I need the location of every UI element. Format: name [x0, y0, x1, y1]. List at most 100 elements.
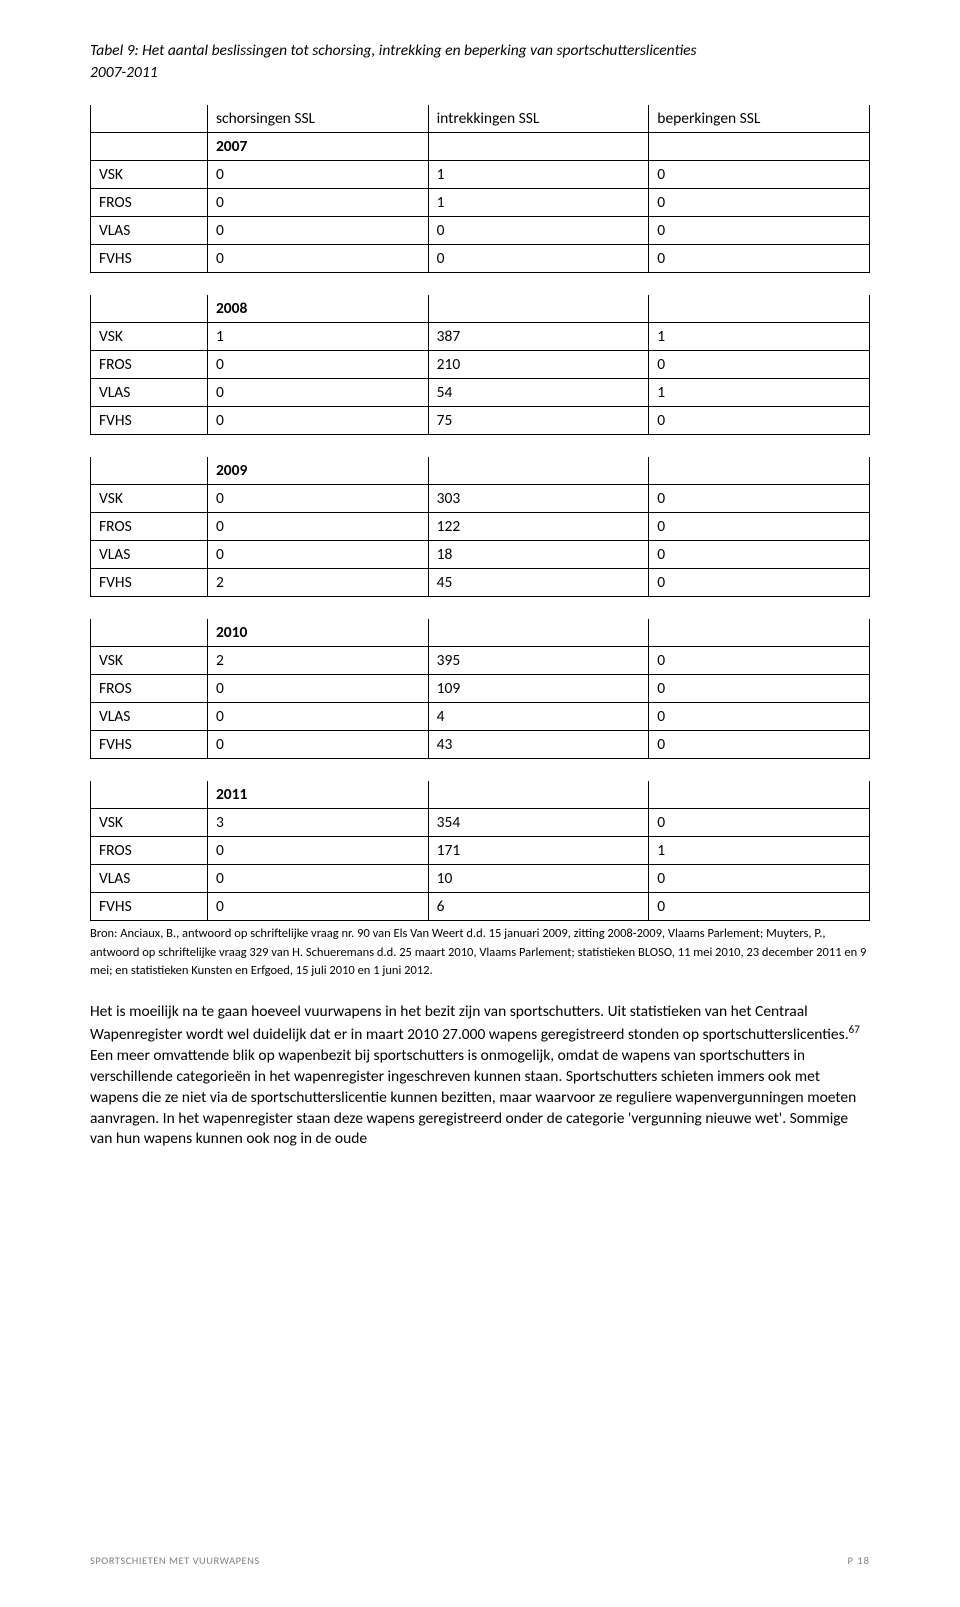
table-row: FVHS060 [91, 893, 870, 921]
cell-value: 0 [649, 407, 870, 435]
cell-value: 0 [428, 217, 649, 245]
cell-value: 0 [649, 217, 870, 245]
row-label: VSK [91, 809, 208, 837]
cell-value: 0 [207, 379, 428, 407]
cell-value: 0 [207, 217, 428, 245]
table-body: 2007VSK010FROS010VLAS000FVHS0002008VSK13… [91, 133, 870, 921]
para-before-sup: Het is moeilijk na te gaan hoeveel vuurw… [90, 1002, 849, 1044]
row-label: FVHS [91, 245, 208, 273]
cell-value: 0 [649, 893, 870, 921]
table-row: VSK03030 [91, 485, 870, 513]
cell-value: 45 [428, 569, 649, 597]
year-row: 2009 [91, 457, 870, 485]
table-row: FROS01711 [91, 837, 870, 865]
cell-value: 171 [428, 837, 649, 865]
cell-value: 10 [428, 865, 649, 893]
cell-value: 0 [207, 541, 428, 569]
cell-value: 0 [649, 569, 870, 597]
year-row: 2011 [91, 781, 870, 809]
cell-value: 122 [428, 513, 649, 541]
table-caption: Tabel 9: Het aantal beslissingen tot sch… [90, 40, 870, 83]
table-row: VLAS0541 [91, 379, 870, 407]
table-row: FVHS0430 [91, 731, 870, 759]
row-label: FVHS [91, 569, 208, 597]
table-row: VSK010 [91, 161, 870, 189]
cell-value: 0 [207, 865, 428, 893]
cell-value: 0 [649, 703, 870, 731]
header-cell-intrekkingen: intrekkingen SSL [428, 105, 649, 133]
header-cell-blank [91, 105, 208, 133]
cell-value: 0 [649, 809, 870, 837]
cell-value: 2 [207, 569, 428, 597]
row-label: VSK [91, 485, 208, 513]
row-label: FROS [91, 513, 208, 541]
spacer-cell [91, 759, 870, 782]
table-row: VSK33540 [91, 809, 870, 837]
cell-value: 0 [649, 675, 870, 703]
cell-value: 0 [207, 189, 428, 217]
header-cell-schorsingen: schorsingen SSL [207, 105, 428, 133]
spacer-row [91, 273, 870, 296]
row-label: VLAS [91, 217, 208, 245]
row-label: VLAS [91, 703, 208, 731]
cell-value: 0 [207, 245, 428, 273]
cell-value: 0 [207, 513, 428, 541]
year-row: 2010 [91, 619, 870, 647]
year-label: 2008 [207, 295, 428, 323]
table-row: VLAS0180 [91, 541, 870, 569]
table-row: FROS02100 [91, 351, 870, 379]
row-label: FROS [91, 351, 208, 379]
spacer-cell [91, 273, 870, 296]
cell-value: 0 [649, 245, 870, 273]
table-row: VLAS0100 [91, 865, 870, 893]
row-label: FVHS [91, 407, 208, 435]
cell-value: 1 [649, 837, 870, 865]
source-note: Bron: Anciaux, B., antwoord op schriftel… [90, 925, 870, 979]
year-row-blank [649, 619, 870, 647]
cell-value: 210 [428, 351, 649, 379]
cell-value: 109 [428, 675, 649, 703]
table-row: FROS01090 [91, 675, 870, 703]
year-label: 2009 [207, 457, 428, 485]
document-page: Tabel 9: Het aantal beslissingen tot sch… [0, 0, 960, 1607]
table-row: FROS01220 [91, 513, 870, 541]
row-label: FROS [91, 837, 208, 865]
spacer-row [91, 435, 870, 458]
cell-value: 1 [428, 189, 649, 217]
year-row-blank [649, 781, 870, 809]
table-caption-line2: 2007-2011 [90, 63, 158, 82]
year-row-blank [91, 133, 208, 161]
table-row: FROS010 [91, 189, 870, 217]
year-row-blank [428, 133, 649, 161]
row-label: FROS [91, 675, 208, 703]
cell-value: 0 [207, 407, 428, 435]
cell-value: 354 [428, 809, 649, 837]
table-row: FVHS000 [91, 245, 870, 273]
table-row: VLAS040 [91, 703, 870, 731]
cell-value: 0 [207, 351, 428, 379]
cell-value: 0 [649, 189, 870, 217]
year-row-blank [649, 457, 870, 485]
cell-value: 1 [428, 161, 649, 189]
year-row-blank [428, 619, 649, 647]
year-label: 2011 [207, 781, 428, 809]
cell-value: 0 [649, 647, 870, 675]
table-row: VSK13871 [91, 323, 870, 351]
table-row: VSK23950 [91, 647, 870, 675]
footnote-ref: 67 [849, 1023, 860, 1036]
year-row: 2007 [91, 133, 870, 161]
year-row-blank [428, 781, 649, 809]
year-row-blank [91, 781, 208, 809]
cell-value: 1 [649, 379, 870, 407]
row-label: VLAS [91, 865, 208, 893]
year-row-blank [428, 295, 649, 323]
data-table: schorsingen SSL intrekkingen SSL beperki… [90, 105, 870, 921]
cell-value: 0 [649, 541, 870, 569]
cell-value: 0 [207, 893, 428, 921]
year-label: 2010 [207, 619, 428, 647]
row-label: FROS [91, 189, 208, 217]
cell-value: 0 [649, 865, 870, 893]
cell-value: 0 [207, 731, 428, 759]
table-header: schorsingen SSL intrekkingen SSL beperki… [91, 105, 870, 133]
spacer-row [91, 597, 870, 620]
